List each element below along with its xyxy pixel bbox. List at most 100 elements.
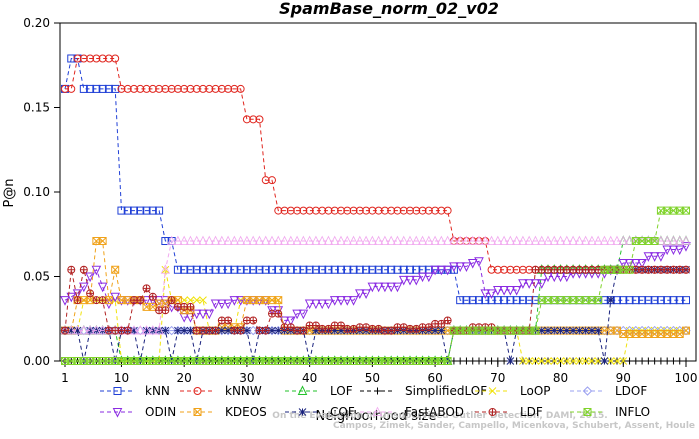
data-point (298, 309, 309, 320)
data-point (317, 299, 327, 310)
data-point (230, 84, 239, 93)
data-point (506, 357, 515, 365)
legend-item-kdeos: KDEOS (180, 405, 267, 419)
series-line (65, 240, 686, 332)
data-point (154, 325, 164, 336)
data-point (530, 235, 541, 245)
data-point (86, 84, 95, 93)
legend-marker (488, 387, 497, 395)
x-tick-label: 1 (61, 371, 69, 385)
legend-label: kNNW (225, 384, 262, 398)
legend-label: LOF (330, 384, 353, 398)
data-point (104, 54, 113, 63)
data-point (223, 299, 233, 310)
data-point (311, 321, 320, 330)
data-point (512, 265, 521, 274)
data-point (323, 235, 334, 245)
data-point (305, 206, 314, 215)
x-tick-label: 100 (675, 371, 698, 385)
data-point (424, 235, 434, 245)
data-point (161, 326, 170, 335)
data-point (79, 325, 89, 335)
data-point (462, 296, 471, 305)
data-point (286, 265, 295, 274)
data-point (179, 235, 189, 245)
data-point (261, 176, 270, 185)
data-point (174, 326, 182, 335)
data-point (499, 235, 509, 245)
data-point (160, 325, 171, 336)
data-point (662, 245, 672, 256)
data-point (374, 265, 383, 274)
data-point (387, 265, 396, 274)
data-point (286, 235, 296, 245)
data-point (274, 296, 283, 305)
legend-marker (372, 406, 383, 416)
data-point (676, 357, 684, 365)
data-point (268, 326, 276, 335)
data-point (142, 284, 151, 293)
data-point (343, 265, 352, 274)
legend-label: LoOP (520, 384, 551, 398)
legend-item-simplifiedlof: SimplifiedLOF (360, 384, 487, 398)
data-point (531, 357, 540, 365)
data-point (217, 265, 226, 274)
data-point (475, 296, 483, 305)
data-point (543, 235, 553, 245)
data-point (518, 265, 527, 274)
data-point (173, 325, 183, 336)
legend-item-knnw: kNNW (180, 384, 262, 398)
data-point (267, 235, 277, 245)
data-point (79, 282, 89, 293)
data-point (186, 302, 195, 311)
chart-title: SpamBase_norm_02_v02 (279, 0, 499, 18)
data-point (588, 357, 596, 365)
data-point (173, 296, 182, 305)
data-point (311, 265, 320, 274)
data-point (443, 316, 452, 325)
data-point (436, 265, 447, 276)
data-point (86, 326, 94, 335)
data-point (682, 206, 690, 215)
data-point (392, 235, 403, 245)
data-point (406, 265, 414, 274)
data-point (631, 296, 640, 305)
data-point (148, 325, 158, 335)
data-point (79, 325, 89, 336)
data-point (210, 235, 221, 245)
data-point (682, 326, 690, 335)
data-point (569, 326, 577, 335)
data-point (97, 325, 108, 335)
data-point (525, 357, 534, 365)
data-point (204, 309, 215, 320)
data-point (141, 325, 152, 336)
legend-label: KDEOS (225, 405, 267, 419)
data-point (437, 206, 446, 215)
data-point (574, 235, 585, 245)
data-point (73, 296, 82, 305)
data-point (311, 206, 320, 215)
data-point (399, 235, 409, 245)
data-point (537, 326, 546, 335)
data-point (568, 235, 578, 245)
data-point (204, 235, 214, 245)
data-point (637, 258, 647, 269)
legend-item-odin: ODIN (100, 405, 176, 419)
data-point (217, 84, 226, 93)
data-point (161, 84, 170, 93)
data-point (387, 326, 396, 335)
data-point (279, 235, 290, 245)
data-point (455, 262, 465, 272)
data-point (192, 235, 202, 245)
data-point (613, 357, 621, 365)
data-point (242, 115, 251, 124)
data-point (518, 279, 528, 289)
data-point (161, 237, 170, 246)
data-point (255, 265, 264, 274)
data-point (274, 326, 283, 335)
data-point (311, 299, 321, 310)
data-point (624, 235, 635, 245)
data-point (229, 296, 240, 306)
data-point (280, 265, 289, 274)
data-point (638, 296, 647, 305)
